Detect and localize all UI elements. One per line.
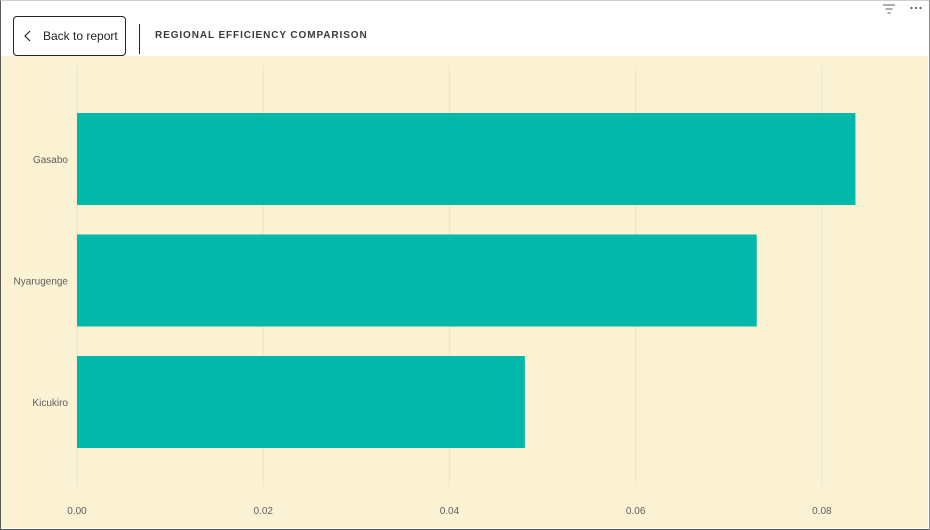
bar-gasabo: [77, 113, 856, 205]
category-label: Nyarugenge: [14, 277, 69, 288]
chart-area: 0.00 0.02 0.04 0.06 0.08 Gasabo Nyarugenge Kicu…: [1, 56, 928, 528]
x-tick-label: 0.00: [67, 506, 87, 517]
more-options-icon[interactable]: [909, 3, 923, 13]
bar-nyarugenge: [77, 234, 757, 327]
bar-kicukiro: [77, 356, 525, 448]
bar-chart: 0.00 0.02 0.04 0.06 0.08 Gasabo Nyarugenge Kicu…: [14, 66, 856, 517]
filter-icon[interactable]: [882, 3, 896, 15]
back-to-report-button[interactable]: Back to report: [13, 16, 126, 56]
category-label: Gasabo: [33, 155, 68, 166]
back-button-label: Back to report: [43, 29, 118, 43]
page-title: REGIONAL EFFICIENCY COMPARISON: [155, 30, 368, 41]
category-label: Kicukiro: [32, 398, 68, 409]
x-tick-label: 0.08: [812, 506, 832, 517]
report-header: Back to report REGIONAL EFFICIENCY COMPA…: [0, 0, 930, 56]
x-tick-label: 0.04: [440, 506, 460, 517]
chevron-left-icon: [24, 30, 31, 42]
x-tick-label: 0.06: [626, 506, 646, 517]
header-divider: [139, 24, 140, 54]
x-tick-label: 0.02: [253, 506, 273, 517]
